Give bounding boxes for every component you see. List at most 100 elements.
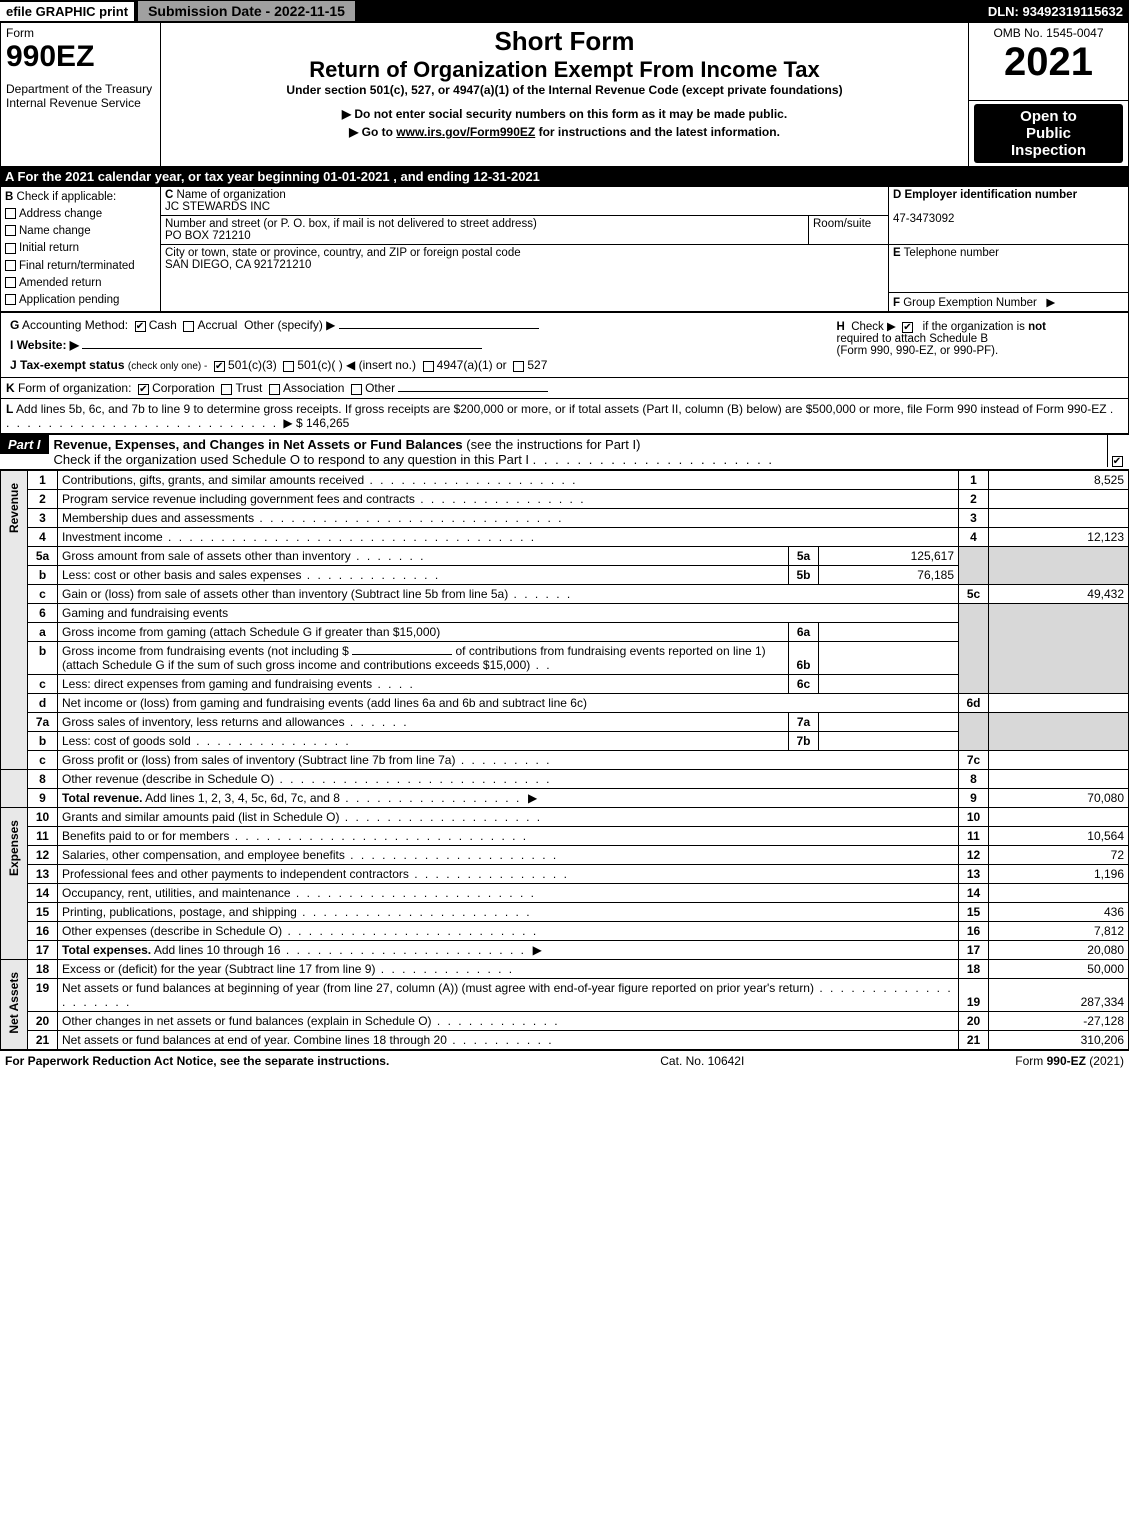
line-12-desc: Salaries, other compensation, and employ… bbox=[62, 848, 345, 862]
return-title: Return of Organization Exempt From Incom… bbox=[166, 57, 963, 83]
cb-527 bbox=[513, 361, 524, 372]
line-7c-num: c bbox=[28, 751, 58, 770]
revenue-sidelabel: Revenue bbox=[1, 471, 28, 770]
dept-treasury: Department of the Treasury bbox=[6, 82, 155, 96]
line-8-num: 8 bbox=[28, 770, 58, 789]
line-15-desc: Printing, publications, postage, and shi… bbox=[62, 905, 297, 919]
line-7b-num: b bbox=[28, 732, 58, 751]
part1-header: Part I Revenue, Expenses, and Changes in… bbox=[0, 434, 1129, 470]
omb-number: OMB No. 1545-0047 bbox=[974, 26, 1123, 40]
section-b: B Check if applicable: Address change Na… bbox=[1, 186, 161, 312]
arrow-icon: ▶ bbox=[528, 791, 537, 805]
line-5c-num: c bbox=[28, 585, 58, 604]
line-5a-desc: Gross amount from sale of assets other t… bbox=[62, 549, 351, 563]
ein-label: Employer identification number bbox=[905, 189, 1078, 201]
efile-label: efile GRAPHIC print bbox=[0, 2, 134, 21]
line-6d-num: d bbox=[28, 694, 58, 713]
line-21-num: 21 bbox=[28, 1031, 58, 1050]
line-19-value: 287,334 bbox=[989, 979, 1129, 1012]
section-j: J Tax-exempt status (check only one) - 5… bbox=[5, 355, 825, 375]
line-6c-num: c bbox=[28, 675, 58, 694]
line-5a-value: 125,617 bbox=[819, 547, 959, 566]
line-6d-value bbox=[989, 694, 1129, 713]
expenses-sidelabel: Expenses bbox=[1, 808, 28, 960]
line-6d-desc: Net income or (loss) from gaming and fun… bbox=[58, 694, 959, 713]
line-3-num: 3 bbox=[28, 509, 58, 528]
line-3-value bbox=[989, 509, 1129, 528]
line-13-desc: Professional fees and other payments to … bbox=[62, 867, 409, 881]
city-value: SAN DIEGO, CA 921721210 bbox=[165, 259, 311, 271]
cb-corporation bbox=[138, 384, 149, 395]
line-20-num: 20 bbox=[28, 1012, 58, 1031]
line-11-num: 11 bbox=[28, 827, 58, 846]
line-4-desc: Investment income bbox=[62, 530, 163, 544]
line-10-desc: Grants and similar amounts paid (list in… bbox=[62, 810, 339, 824]
ssn-warning: ▶ Do not enter social security numbers o… bbox=[166, 107, 963, 121]
gross-receipts-value: 146,265 bbox=[306, 416, 349, 430]
form-label: Form bbox=[6, 26, 155, 40]
section-l: L Add lines 5b, 6c, and 7b to line 9 to … bbox=[0, 399, 1129, 434]
line-1-desc: Contributions, gifts, grants, and simila… bbox=[62, 473, 364, 487]
cb-address-change: Address change bbox=[19, 208, 102, 220]
line-2-num: 2 bbox=[28, 490, 58, 509]
submission-date: Submission Date - 2022-11-15 bbox=[138, 1, 355, 21]
line-17-num: 17 bbox=[28, 941, 58, 960]
cb-accrual bbox=[183, 321, 194, 332]
line-19-num: 19 bbox=[28, 979, 58, 1012]
line-10-value bbox=[989, 808, 1129, 827]
line-6c-desc: Less: direct expenses from gaming and fu… bbox=[62, 677, 372, 691]
footer-catno: Cat. No. 10642I bbox=[660, 1054, 744, 1068]
line-12-value: 72 bbox=[989, 846, 1129, 865]
cb-501c bbox=[283, 361, 294, 372]
page-footer: For Paperwork Reduction Act Notice, see … bbox=[0, 1050, 1129, 1071]
line-15-value: 436 bbox=[989, 903, 1129, 922]
irs-link[interactable]: www.irs.gov/Form990EZ bbox=[396, 125, 535, 139]
city-label: City or town, state or province, country… bbox=[165, 247, 521, 259]
line-10-num: 10 bbox=[28, 808, 58, 827]
line-17-desc: Total expenses. bbox=[62, 943, 151, 957]
instructions-link-line: ▶ Go to www.irs.gov/Form990EZ for instru… bbox=[166, 125, 963, 139]
goto-pre: ▶ Go to bbox=[349, 125, 396, 139]
cb-initial-return: Initial return bbox=[19, 242, 79, 254]
line-14-num: 14 bbox=[28, 884, 58, 903]
section-d-label: D bbox=[893, 189, 901, 201]
cb-amended: Amended return bbox=[19, 277, 101, 289]
part1-label: Part I bbox=[0, 435, 49, 454]
cb-501c3 bbox=[214, 361, 225, 372]
line-18-num: 18 bbox=[28, 960, 58, 979]
line-6a-num: a bbox=[28, 623, 58, 642]
section-f-label: F bbox=[893, 297, 900, 309]
line-16-value: 7,812 bbox=[989, 922, 1129, 941]
line-6-desc: Gaming and fundraising events bbox=[58, 604, 959, 623]
line-4-value: 12,123 bbox=[989, 528, 1129, 547]
line-5b-desc: Less: cost or other basis and sales expe… bbox=[62, 568, 301, 582]
section-a: A For the 2021 calendar year, or tax yea… bbox=[0, 167, 1129, 186]
line-2-value bbox=[989, 490, 1129, 509]
netassets-sidelabel: Net Assets bbox=[1, 960, 28, 1050]
line-4-num: 4 bbox=[28, 528, 58, 547]
cb-cash bbox=[135, 321, 146, 332]
line-9-num: 9 bbox=[28, 789, 58, 808]
line-6a-desc: Gross income from gaming (attach Schedul… bbox=[58, 623, 789, 642]
open-to-public: Open to Public Inspection bbox=[974, 104, 1123, 163]
line-5a-num: 5a bbox=[28, 547, 58, 566]
part1-check-text: Check if the organization used Schedule … bbox=[54, 452, 530, 467]
room-suite-label: Room/suite bbox=[809, 215, 889, 244]
gh-block: G Accounting Method: Cash Accrual Other … bbox=[0, 312, 1129, 378]
cb-name-change: Name change bbox=[19, 225, 91, 237]
org-name-label: Name of organization bbox=[177, 189, 286, 201]
line-5c-value: 49,432 bbox=[989, 585, 1129, 604]
line-9-value: 70,080 bbox=[989, 789, 1129, 808]
footer-left: For Paperwork Reduction Act Notice, see … bbox=[5, 1054, 389, 1068]
cb-final-return: Final return/terminated bbox=[19, 260, 135, 272]
cb-trust bbox=[221, 384, 232, 395]
line-18-desc: Excess or (deficit) for the year (Subtra… bbox=[62, 962, 375, 976]
line-2-desc: Program service revenue including govern… bbox=[62, 492, 415, 506]
cb-schedule-b bbox=[902, 322, 913, 333]
goto-post: for instructions and the latest informat… bbox=[535, 125, 780, 139]
line-21-desc: Net assets or fund balances at end of ye… bbox=[62, 1033, 447, 1047]
street-label: Number and street (or P. O. box, if mail… bbox=[165, 218, 537, 230]
line-15-num: 15 bbox=[28, 903, 58, 922]
line-7a-desc: Gross sales of inventory, less returns a… bbox=[62, 715, 345, 729]
line-6b-desc: Gross income from fundraising events (no… bbox=[58, 642, 789, 675]
